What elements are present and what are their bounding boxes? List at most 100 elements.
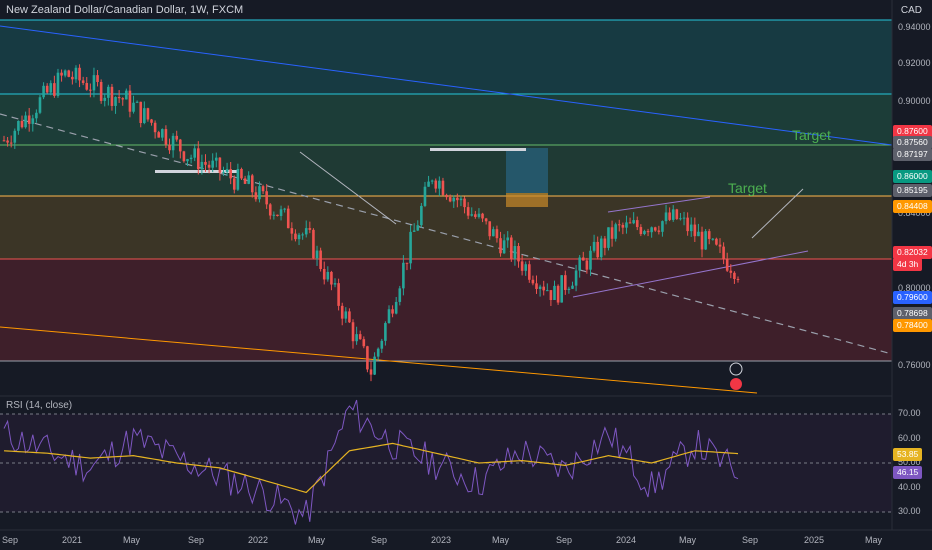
candle-body[interactable]: [585, 260, 589, 270]
candle-body[interactable]: [477, 213, 481, 217]
candle-body[interactable]: [675, 209, 679, 219]
candle-body[interactable]: [218, 157, 222, 173]
candle-body[interactable]: [394, 301, 398, 314]
candle-body[interactable]: [592, 241, 596, 251]
candle-body[interactable]: [492, 229, 495, 237]
candle-body[interactable]: [704, 231, 707, 250]
candle-body[interactable]: [639, 227, 643, 235]
candle-body[interactable]: [599, 238, 603, 258]
projection-arrow-1[interactable]: [751, 188, 804, 239]
position-box-entry[interactable]: [506, 193, 548, 207]
candle-body[interactable]: [24, 115, 27, 128]
candle-body[interactable]: [733, 272, 736, 279]
candle-body[interactable]: [312, 229, 315, 259]
candle-body[interactable]: [351, 322, 355, 342]
candle-body[interactable]: [250, 175, 254, 193]
candle-body[interactable]: [200, 161, 204, 170]
candle-body[interactable]: [391, 309, 394, 314]
candle-body[interactable]: [603, 238, 607, 248]
candle-body[interactable]: [265, 191, 268, 205]
candle-body[interactable]: [510, 237, 513, 259]
candle-body[interactable]: [729, 270, 733, 273]
candle-body[interactable]: [517, 246, 520, 262]
candle-body[interactable]: [96, 75, 99, 82]
candle-body[interactable]: [128, 90, 132, 112]
candle-body[interactable]: [107, 86, 110, 98]
candle-body[interactable]: [121, 98, 125, 100]
candle-body[interactable]: [556, 285, 560, 303]
candle-body[interactable]: [506, 237, 510, 241]
candle-body[interactable]: [308, 228, 312, 230]
candle-body[interactable]: [542, 286, 546, 291]
candle-body[interactable]: [207, 164, 211, 168]
candle-body[interactable]: [499, 238, 502, 254]
dashed-midline[interactable]: [0, 113, 893, 355]
event-marker-lightning[interactable]: [729, 362, 743, 376]
candle-body[interactable]: [445, 194, 448, 198]
candle-body[interactable]: [240, 168, 243, 179]
candle-body[interactable]: [416, 225, 420, 231]
candle-body[interactable]: [427, 181, 430, 187]
projection-arrow-2[interactable]: [299, 151, 397, 225]
blue-trendline[interactable]: [0, 25, 893, 146]
candle-body[interactable]: [736, 278, 740, 280]
candle-body[interactable]: [398, 288, 402, 302]
candle-body[interactable]: [168, 144, 171, 151]
candle-body[interactable]: [549, 290, 553, 300]
candle-body[interactable]: [686, 217, 689, 232]
event-marker-earnings[interactable]: [730, 378, 742, 390]
candle-body[interactable]: [268, 204, 272, 216]
candle-body[interactable]: [697, 231, 700, 237]
candle-body[interactable]: [520, 261, 524, 271]
candle-body[interactable]: [27, 115, 31, 124]
candle-body[interactable]: [42, 85, 45, 98]
candle-body[interactable]: [114, 97, 117, 106]
candle-body[interactable]: [380, 340, 384, 349]
candle-body[interactable]: [67, 70, 71, 77]
candle-body[interactable]: [668, 212, 671, 220]
candle-body[interactable]: [589, 250, 592, 270]
candle-body[interactable]: [488, 221, 492, 237]
candle-body[interactable]: [578, 257, 581, 271]
candle-body[interactable]: [254, 192, 258, 200]
candle-body[interactable]: [103, 97, 107, 101]
candle-body[interactable]: [139, 101, 143, 124]
candle-body[interactable]: [63, 70, 67, 76]
candle-body[interactable]: [614, 224, 617, 239]
candle-body[interactable]: [409, 231, 412, 264]
candle-body[interactable]: [617, 224, 621, 226]
position-box-profit[interactable]: [506, 148, 548, 193]
candle-body[interactable]: [78, 67, 81, 81]
candle-body[interactable]: [304, 228, 308, 235]
candle-body[interactable]: [376, 348, 380, 357]
purple-channel-top[interactable]: [607, 196, 711, 213]
candle-body[interactable]: [49, 83, 53, 93]
candle-body[interactable]: [423, 186, 427, 206]
candle-body[interactable]: [538, 286, 542, 289]
candle-body[interactable]: [571, 285, 574, 289]
candle-body[interactable]: [625, 222, 628, 228]
candle-body[interactable]: [182, 151, 186, 162]
candle-body[interactable]: [17, 120, 20, 131]
rsi-line[interactable]: [3, 399, 739, 525]
candle-body[interactable]: [567, 288, 571, 290]
candle-body[interactable]: [348, 311, 351, 323]
candle-body[interactable]: [9, 142, 13, 144]
candle-body[interactable]: [607, 227, 610, 248]
candle-body[interactable]: [117, 97, 121, 99]
candle-body[interactable]: [553, 285, 556, 300]
candle-body[interactable]: [362, 339, 366, 347]
candle-body[interactable]: [92, 75, 96, 91]
candle-body[interactable]: [484, 218, 488, 222]
candle-body[interactable]: [20, 120, 24, 128]
candle-body[interactable]: [179, 139, 182, 152]
candle-body[interactable]: [143, 108, 146, 124]
candle-body[interactable]: [528, 264, 531, 280]
candle-body[interactable]: [74, 67, 78, 80]
candle-body[interactable]: [373, 356, 376, 375]
candle-body[interactable]: [384, 323, 387, 341]
rsi-ma-line[interactable]: [3, 442, 739, 494]
candle-body[interactable]: [71, 76, 74, 80]
candle-body[interactable]: [236, 168, 240, 190]
candle-body[interactable]: [222, 171, 225, 173]
